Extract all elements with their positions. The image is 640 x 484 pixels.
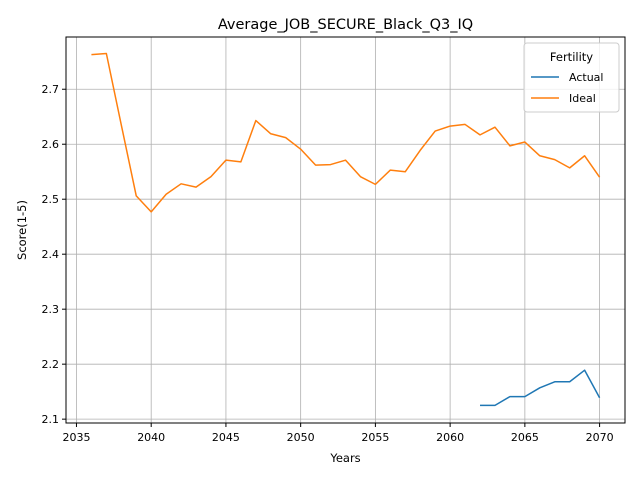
y-tick-label: 2.6	[42, 138, 60, 151]
x-axis-label: Years	[329, 451, 360, 465]
x-tick-label: 2060	[436, 431, 464, 444]
legend-title: Fertility	[550, 50, 593, 64]
series-lines	[91, 52, 601, 407]
y-tick-label: 2.4	[42, 248, 60, 261]
x-tick-label: 2070	[586, 431, 614, 444]
chart-title: Average_JOB_SECURE_Black_Q3_IQ	[218, 17, 473, 33]
x-tick-label: 2065	[511, 431, 539, 444]
y-axis: 2.1 2.2 2.3 2.4 2.5 2.6 2.7	[42, 83, 66, 426]
x-tick-label: 2045	[212, 431, 240, 444]
legend: Fertility Actual Ideal	[523, 42, 620, 113]
y-axis-label: Score(1-5)	[15, 200, 29, 260]
x-tick-label: 2035	[62, 431, 90, 444]
legend-items: Actual Ideal	[531, 71, 603, 105]
legend-box	[523, 42, 620, 113]
y-tick-label: 2.5	[42, 193, 60, 206]
x-axis: 2035 2040 2045 2050 2055 2060 2065 2070	[62, 423, 614, 444]
x-tick-label: 2055	[361, 431, 389, 444]
y-tick-label: 2.7	[42, 83, 60, 96]
gridlines	[66, 37, 625, 423]
legend-label-ideal: Ideal	[569, 92, 596, 105]
y-tick-label: 2.1	[42, 413, 60, 426]
plot-frame	[65, 36, 626, 424]
series-line-ideal	[91, 52, 601, 213]
y-tick-label: 2.2	[42, 358, 60, 371]
series-line-actual	[480, 369, 601, 407]
y-tick-label: 2.3	[42, 303, 60, 316]
legend-label-actual: Actual	[569, 71, 603, 84]
x-tick-label: 2040	[137, 431, 165, 444]
x-tick-label: 2050	[287, 431, 315, 444]
